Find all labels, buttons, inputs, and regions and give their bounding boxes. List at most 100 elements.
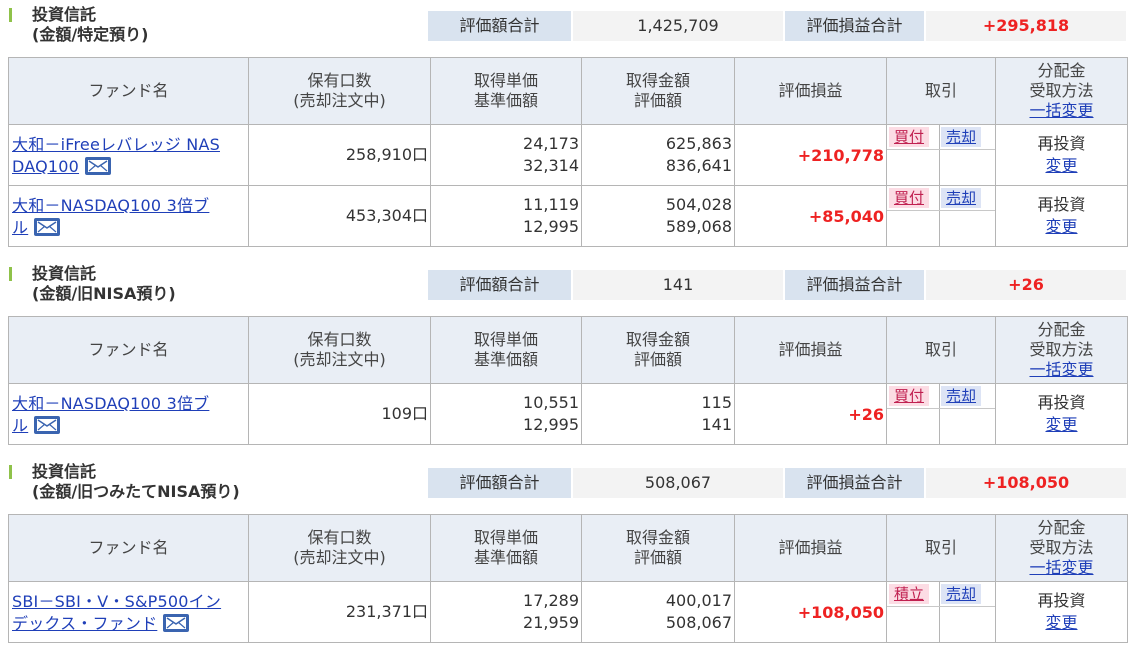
pl-total-value: +26: [926, 270, 1126, 300]
fund-name-cell: 大和－iFreeレバレッジ NAS DAQ100: [8, 124, 249, 186]
col-trade: 取引: [886, 57, 996, 125]
eval-total-label: 評価額合計: [428, 270, 571, 300]
section-header: 投資信託 (金額/旧つみたてNISA預り) 評価額合計 508,067 評価損益…: [0, 462, 1134, 506]
col-pl: 評価損益: [734, 514, 887, 582]
col-amount: 取得金額 評価額: [581, 316, 735, 384]
eval-total-label: 評価額合計: [428, 11, 571, 41]
distribution-cell: 再投資 変更: [995, 581, 1128, 643]
sell-button[interactable]: 売却: [941, 584, 981, 604]
col-fund-name: ファンド名: [8, 514, 249, 582]
fund-name-link[interactable]: 大和－NASDAQ100 3倍ブル: [12, 394, 210, 435]
buy-button[interactable]: 積立: [889, 584, 929, 604]
pl-cell: +210,778: [734, 124, 887, 186]
trade-divider-h: [887, 408, 995, 409]
price-cell: 17,289 21,959: [430, 581, 582, 643]
fund-name-link[interactable]: SBI－SBI・V・S&P500イン デックス・ファンド: [12, 592, 222, 633]
table-row: 大和－NASDAQ100 3倍ブル 109口 10,551 12,995 115 1…: [8, 383, 1128, 445]
section-header: 投資信託 (金額/旧NISA預り) 評価額合計 141 評価損益合計 +26: [0, 264, 1134, 308]
reinvest-label: 再投資: [1037, 195, 1086, 214]
sell-button[interactable]: 売却: [941, 386, 981, 406]
trade-divider: [939, 186, 940, 246]
bulk-change-link[interactable]: 一括変更: [1029, 558, 1094, 577]
sell-button[interactable]: 売却: [941, 188, 981, 208]
change-link[interactable]: 変更: [1045, 217, 1078, 236]
trade-divider: [939, 125, 940, 185]
fund-name-cell: 大和－NASDAQ100 3倍ブル: [8, 185, 249, 247]
trade-cell: 買付 売却: [886, 383, 996, 445]
col-units: 保有口数 (売却注文中): [248, 514, 431, 582]
amount-cell: 504,028 589,068: [581, 185, 735, 247]
trade-cell: 積立 売却: [886, 581, 996, 643]
trade-cell: 買付 売却: [886, 185, 996, 247]
pl-cell: +85,040: [734, 185, 887, 247]
units-cell: 453,304口: [248, 185, 431, 247]
eval-total-value: 508,067: [573, 468, 783, 498]
table-row: SBI－SBI・V・S&P500イン デックス・ファンド 231,371口 17,…: [8, 581, 1128, 643]
section-marker: [9, 8, 12, 22]
holdings-table: ファンド名 保有口数 (売却注文中) 取得単価 基準価額 取得金額 評価額 評価損益 …: [8, 316, 1128, 445]
col-fund-name: ファンド名: [8, 316, 249, 384]
change-link[interactable]: 変更: [1045, 613, 1078, 632]
section-title: 投資信託: [32, 264, 97, 283]
bulk-change-link[interactable]: 一括変更: [1029, 360, 1094, 379]
mail-icon[interactable]: [163, 614, 190, 632]
fund-name-link[interactable]: 大和－NASDAQ100 3倍ブル: [12, 196, 210, 237]
section-header: 投資信託 (金額/特定預り) 評価額合計 1,425,709 評価損益合計 +2…: [0, 5, 1134, 49]
table-row: 大和－iFreeレバレッジ NAS DAQ100 258,910口 24,173 3…: [8, 124, 1128, 186]
col-units: 保有口数 (売却注文中): [248, 316, 431, 384]
col-units: 保有口数 (売却注文中): [248, 57, 431, 125]
buy-button[interactable]: 買付: [889, 386, 929, 406]
col-amount: 取得金額 評価額: [581, 514, 735, 582]
pl-total-label: 評価損益合計: [785, 11, 924, 41]
change-link[interactable]: 変更: [1045, 156, 1078, 175]
units-cell: 258,910口: [248, 124, 431, 186]
change-link[interactable]: 変更: [1045, 415, 1078, 434]
buy-button[interactable]: 買付: [889, 188, 929, 208]
amount-cell: 115 141: [581, 383, 735, 445]
table-header-row: ファンド名 保有口数 (売却注文中) 取得単価 基準価額 取得金額 評価額 評価損益 …: [8, 57, 1128, 125]
pl-cell: +26: [734, 383, 887, 445]
col-price: 取得単価 基準価額: [430, 514, 582, 582]
units-cell: 231,371口: [248, 581, 431, 643]
amount-cell: 400,017 508,067: [581, 581, 735, 643]
buy-button[interactable]: 買付: [889, 127, 929, 147]
reinvest-label: 再投資: [1037, 134, 1086, 153]
col-pl: 評価損益: [734, 316, 887, 384]
col-amount: 取得金額 評価額: [581, 57, 735, 125]
pl-total-label: 評価損益合計: [785, 468, 924, 498]
col-price: 取得単価 基準価額: [430, 316, 582, 384]
col-trade: 取引: [886, 316, 996, 384]
section-title: 投資信託: [32, 462, 97, 481]
eval-total-label: 評価額合計: [428, 468, 571, 498]
amount-cell: 625,863 836,641: [581, 124, 735, 186]
mail-icon[interactable]: [34, 416, 61, 434]
pl-total-label: 評価損益合計: [785, 270, 924, 300]
pl-total-value: +108,050: [926, 468, 1126, 498]
fund-name-cell: 大和－NASDAQ100 3倍ブル: [8, 383, 249, 445]
reinvest-label: 再投資: [1037, 591, 1086, 610]
units-cell: 109口: [248, 383, 431, 445]
section-marker: [9, 465, 12, 479]
fund-name-link[interactable]: 大和－iFreeレバレッジ NAS DAQ100: [12, 135, 220, 176]
col-fund-name: ファンド名: [8, 57, 249, 125]
holdings-table: ファンド名 保有口数 (売却注文中) 取得単価 基準価額 取得金額 評価額 評価損益 …: [8, 57, 1128, 247]
section-title: 投資信託: [32, 5, 97, 24]
bulk-change-link[interactable]: 一括変更: [1029, 101, 1094, 120]
trade-divider-h: [887, 210, 995, 211]
mail-icon[interactable]: [85, 157, 112, 175]
section-subtitle: (金額/旧つみたてNISA預り): [32, 482, 240, 501]
trade-divider-h: [887, 606, 995, 607]
col-distribution: 分配金 受取方法 一括変更: [995, 316, 1128, 384]
eval-total-value: 1,425,709: [573, 11, 783, 41]
sell-button[interactable]: 売却: [941, 127, 981, 147]
fund-name-cell: SBI－SBI・V・S&P500イン デックス・ファンド: [8, 581, 249, 643]
pl-total-value: +295,818: [926, 11, 1126, 41]
price-cell: 11,119 12,995: [430, 185, 582, 247]
mail-icon[interactable]: [34, 218, 61, 236]
price-cell: 24,173 32,314: [430, 124, 582, 186]
trade-divider: [939, 384, 940, 444]
col-price: 取得単価 基準価額: [430, 57, 582, 125]
col-distribution: 分配金 受取方法 一括変更: [995, 514, 1128, 582]
section-marker: [9, 267, 12, 281]
table-row: 大和－NASDAQ100 3倍ブル 453,304口 11,119 12,995 …: [8, 185, 1128, 247]
